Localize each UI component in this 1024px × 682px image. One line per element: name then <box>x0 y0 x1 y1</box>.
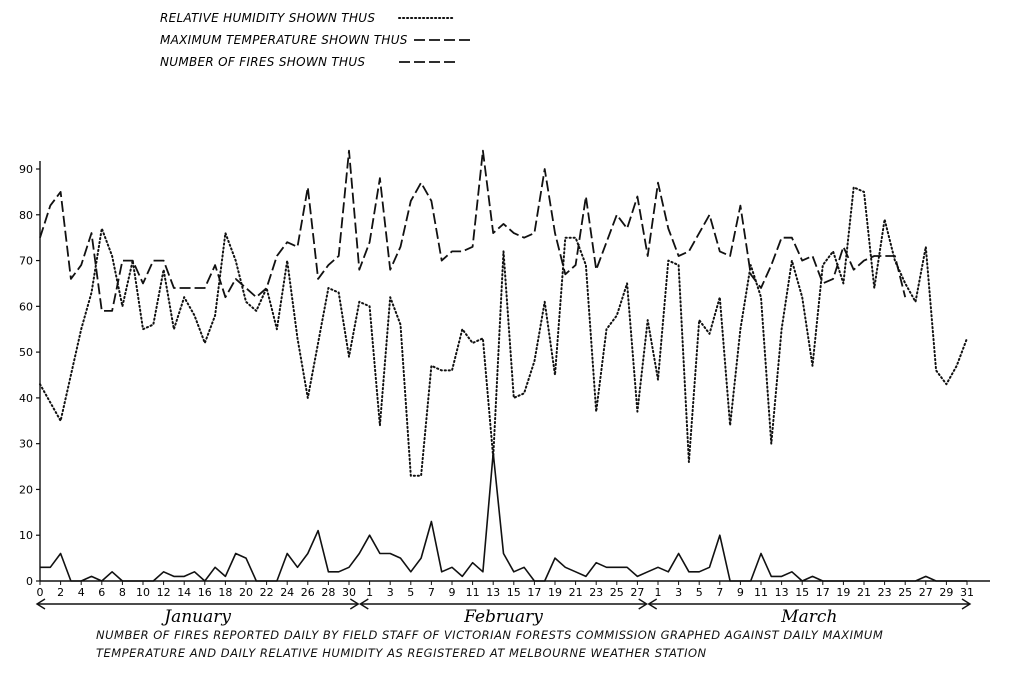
month-label: March <box>780 607 837 627</box>
series-line-relative-humidity <box>39 186 968 477</box>
x-tick-label: 20 <box>239 586 253 599</box>
x-tick-label: 19 <box>548 586 562 599</box>
x-tick-label: 5 <box>696 586 703 599</box>
month-label: January <box>161 607 231 627</box>
x-tick-label: 14 <box>177 586 191 599</box>
x-tick-label: 25 <box>610 586 624 599</box>
x-tick-label: 15 <box>795 586 809 599</box>
x-tick-label: 24 <box>280 586 294 599</box>
x-tick-label: 25 <box>898 586 912 599</box>
x-tick-label: 17 <box>816 586 830 599</box>
series-group <box>39 149 968 582</box>
x-tick-label: 5 <box>407 586 414 599</box>
x-tick-label: 7 <box>716 586 723 599</box>
month-arrow-right <box>349 598 360 610</box>
x-tick-label: 28 <box>321 586 335 599</box>
x-tick-label: 4 <box>78 586 85 599</box>
x-tick-label: 1 <box>655 586 662 599</box>
x-tick-label: 27 <box>630 586 644 599</box>
x-tick-label: 23 <box>589 586 603 599</box>
x-tick-label: 27 <box>919 586 933 599</box>
x-tick-label: 17 <box>527 586 541 599</box>
x-tick-label: 18 <box>218 586 232 599</box>
x-tick-label: 7 <box>428 586 435 599</box>
y-tick-label: 80 <box>19 209 33 222</box>
x-tick-label: 22 <box>260 586 274 599</box>
x-tick-label: 6 <box>98 586 105 599</box>
y-tick-label: 40 <box>19 392 33 405</box>
figure-caption: NUMBER OF FIRES REPORTED DAILY BY FIELD … <box>96 628 884 660</box>
y-tick-label: 70 <box>19 255 33 268</box>
x-tick-label: 0 <box>37 586 44 599</box>
x-tick-label: 9 <box>737 586 744 599</box>
x-tick-label: 15 <box>507 586 521 599</box>
x-tick-label: 13 <box>775 586 789 599</box>
month-arrow-right <box>961 598 972 610</box>
x-tick-label: 21 <box>857 586 871 599</box>
x-tick-label: 10 <box>136 586 150 599</box>
y-tick-label: 60 <box>19 300 33 313</box>
legend-label: NUMBER OF FIRES SHOWN THUS <box>160 55 365 69</box>
month-arrow-left <box>647 598 658 610</box>
month-arrow-right <box>638 598 649 610</box>
y-tick-label: 20 <box>19 483 33 496</box>
x-tick-label: 13 <box>486 586 500 599</box>
x-tick-label: 31 <box>960 586 974 599</box>
x-tick-label: 11 <box>754 586 768 599</box>
month-arrow-left <box>358 598 369 610</box>
series-line-number-of-fires <box>40 451 967 582</box>
x-tick-label: 19 <box>836 586 850 599</box>
legend-label: RELATIVE HUMIDITY SHOWN THUS <box>160 11 375 25</box>
x-tick-label: 29 <box>939 586 953 599</box>
month-axis: January February March <box>35 598 972 627</box>
x-tick-label: 11 <box>466 586 480 599</box>
y-tick-label: 10 <box>19 529 33 542</box>
x-tick-label: 16 <box>198 586 212 599</box>
x-tick-label: 3 <box>387 586 394 599</box>
x-tick-label: 12 <box>157 586 171 599</box>
legend: RELATIVE HUMIDITY SHOWN THUS MAXIMUM TEMP… <box>160 11 470 69</box>
series-line-maximum-temperature <box>39 149 907 312</box>
legend-label: MAXIMUM TEMPERATURE SHOWN THUS <box>160 33 408 47</box>
x-tick-label: 8 <box>119 586 126 599</box>
x-tick-label: 23 <box>878 586 892 599</box>
x-tick-label: 21 <box>569 586 583 599</box>
x-tick-label: 26 <box>301 586 315 599</box>
x-tick-label: 30 <box>342 586 356 599</box>
x-tick-label: 2 <box>57 586 64 599</box>
y-tick-label: 90 <box>19 163 33 176</box>
x-tick-label: 3 <box>675 586 682 599</box>
x-tick-label: 1 <box>366 586 373 599</box>
y-tick-label: 30 <box>19 438 33 451</box>
month-label: February <box>463 607 543 627</box>
y-tick-label: 50 <box>19 346 33 359</box>
x-tick-label: 9 <box>449 586 456 599</box>
month-arrow-left <box>35 598 46 610</box>
y-tick-label: 0 <box>26 575 33 588</box>
